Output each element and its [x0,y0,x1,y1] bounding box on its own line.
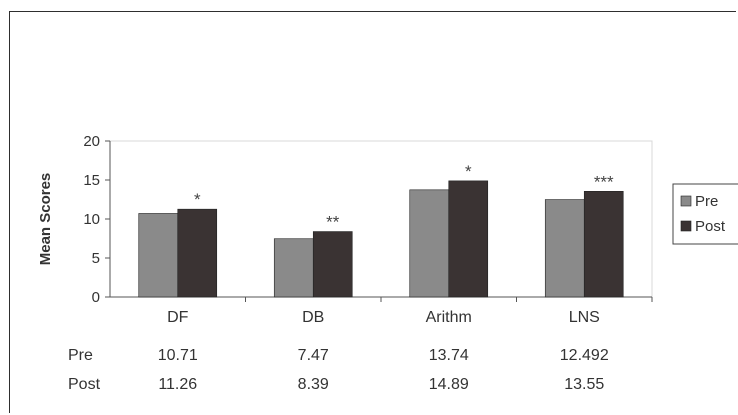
bar-post [583,191,624,298]
x-tick-label: DF [167,309,189,326]
table-row-label: Pre [68,347,93,364]
table-cell: 11.26 [158,376,197,393]
table-row-label: Post [68,376,101,393]
bar-pre [409,189,450,298]
legend-swatch-pre [680,195,692,207]
significance-marker: * [194,190,201,209]
table-cell: 14.89 [429,376,469,393]
y-tick-label: 15 [83,172,100,189]
table-cell: 8.39 [298,376,329,393]
table-cell: 12.492 [560,347,609,364]
x-tick-label: Arithm [426,309,472,326]
legend-swatch-post [680,220,692,232]
legend-label: Pre [695,193,718,210]
y-tick-label: 0 [92,289,100,306]
bar-post [312,231,353,298]
x-tick-label: LNS [569,309,600,326]
table-cell: 13.74 [429,347,469,364]
table-cell: 7.47 [298,347,329,364]
legend-label: Post [695,218,726,235]
bar-pre [544,199,585,298]
y-tick-label: 10 [83,211,100,228]
significance-marker: *** [594,172,614,191]
bar-pre [273,238,314,298]
y-axis-label: Mean Scores [37,173,54,266]
x-tick-label: DB [302,309,324,326]
y-tick-label: 20 [83,133,100,150]
chart-frame [9,11,736,413]
table-cell: 10.71 [158,347,198,364]
bar-post [177,208,218,298]
table-cell: 13.55 [564,376,604,393]
bar-post [448,180,489,298]
significance-marker: ** [326,213,340,232]
y-tick-label: 5 [92,250,100,267]
bar-pre [138,213,179,298]
legend-box [672,183,738,245]
significance-marker: * [465,162,472,181]
